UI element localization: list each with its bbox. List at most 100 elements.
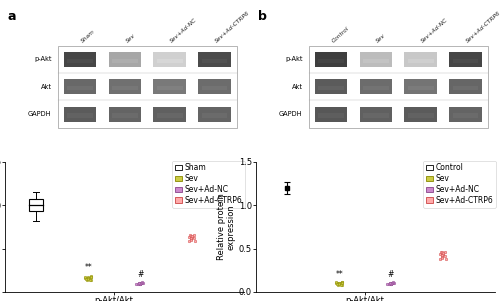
Point [390, 281, 398, 286]
Point [188, 234, 196, 238]
Bar [67, 86, 93, 91]
Text: p-Akt: p-Akt [285, 56, 302, 62]
Bar [154, 107, 186, 122]
Legend: Control, Sev, Sev+Ad-NC, Sev+Ad-CTRP6: Control, Sev, Sev+Ad-NC, Sev+Ad-CTRP6 [424, 160, 496, 208]
Point [188, 234, 196, 239]
Bar [404, 79, 436, 94]
Point [132, 281, 140, 286]
Text: **: ** [335, 269, 343, 278]
Point [136, 281, 143, 286]
Bar [360, 52, 392, 67]
Point [87, 275, 95, 280]
Bar [202, 59, 228, 63]
Bar [64, 107, 96, 122]
Text: Sev: Sev [376, 32, 387, 43]
Bar [450, 107, 482, 122]
Point [438, 253, 446, 258]
Point [388, 281, 396, 286]
Point [334, 282, 342, 287]
Point [190, 236, 198, 241]
Point [136, 281, 143, 286]
Text: Sev: Sev [125, 32, 136, 43]
Text: b: b [258, 10, 267, 23]
Bar [156, 86, 182, 91]
Point [82, 277, 90, 281]
Bar [404, 107, 436, 122]
Text: Akt: Akt [292, 84, 302, 90]
Point [333, 282, 341, 287]
Point [87, 275, 95, 279]
Point [84, 275, 92, 280]
Point [84, 276, 92, 281]
Bar [112, 113, 138, 118]
Text: #: # [388, 270, 394, 279]
Point [338, 280, 346, 285]
Point [387, 282, 395, 287]
Bar [452, 59, 478, 63]
Bar [315, 52, 347, 67]
Bar [112, 86, 138, 91]
Bar [108, 107, 141, 122]
Point [88, 278, 96, 282]
Point [384, 281, 392, 286]
Bar [404, 52, 436, 67]
Legend: Sham, Sev, Sev+Ad-NC, Sev+Ad-CTRP6: Sham, Sev, Sev+Ad-NC, Sev+Ad-CTRP6 [172, 160, 245, 208]
Point [338, 282, 346, 287]
Point [190, 238, 198, 243]
Bar [318, 113, 344, 118]
Text: GAPDH: GAPDH [28, 111, 52, 117]
Text: Sev+Ad-NC: Sev+Ad-NC [420, 17, 450, 43]
Point [336, 281, 344, 286]
Bar [408, 86, 434, 91]
Point [439, 252, 447, 256]
Point [389, 280, 397, 285]
Point [135, 281, 143, 286]
Point [137, 281, 145, 285]
Point [186, 236, 194, 240]
Text: GAPDH: GAPDH [279, 111, 302, 117]
Point [134, 281, 142, 286]
Text: Sev+Ad-CTRP6: Sev+Ad-CTRP6 [466, 10, 500, 43]
Point [438, 250, 446, 254]
Point [186, 238, 194, 243]
Point [332, 280, 340, 285]
Point [85, 276, 93, 281]
Text: Sev+Ad-NC: Sev+Ad-NC [170, 17, 198, 43]
Text: Akt: Akt [40, 84, 52, 90]
Point [385, 281, 393, 286]
Point [388, 281, 396, 285]
Point [335, 280, 343, 285]
Point [187, 235, 195, 240]
Bar [408, 59, 434, 63]
Text: Sev+Ad-CTRP6: Sev+Ad-CTRP6 [214, 10, 251, 43]
Bar [450, 79, 482, 94]
Bar [156, 113, 182, 118]
Point [388, 281, 396, 286]
Point [136, 280, 143, 285]
Bar [156, 59, 182, 63]
Point [137, 281, 145, 286]
Point [190, 233, 198, 238]
Bar [202, 86, 228, 91]
Point [136, 282, 144, 287]
Point [188, 233, 196, 238]
Point [387, 281, 395, 286]
Point [386, 281, 394, 286]
Bar [452, 86, 478, 91]
Point [439, 252, 447, 256]
Bar [450, 52, 482, 67]
Point [86, 278, 94, 282]
Point [82, 278, 90, 282]
Bar [108, 52, 141, 67]
Point [186, 234, 194, 239]
Point [138, 280, 146, 285]
Bar [112, 59, 138, 63]
Bar [198, 107, 230, 122]
Bar [315, 107, 347, 122]
Point [336, 281, 344, 286]
Point [138, 281, 145, 286]
Bar [67, 113, 93, 118]
Point [441, 250, 449, 254]
Point [436, 257, 444, 262]
Bar [198, 52, 230, 67]
